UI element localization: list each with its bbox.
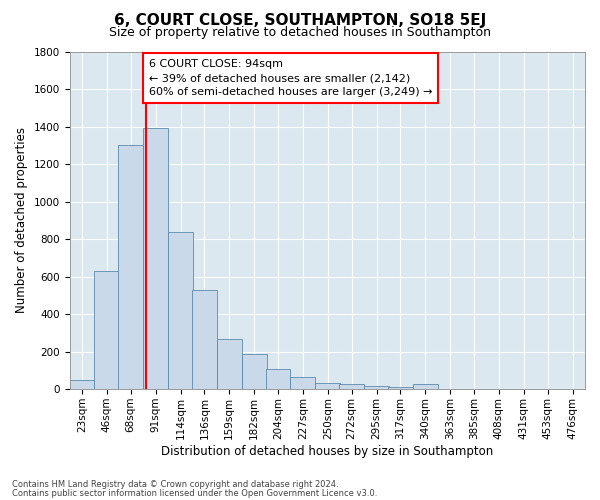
Text: Contains public sector information licensed under the Open Government Licence v3: Contains public sector information licen… — [12, 489, 377, 498]
Bar — [413, 384, 438, 389]
Bar — [364, 386, 389, 389]
Bar — [94, 271, 119, 389]
X-axis label: Distribution of detached houses by size in Southampton: Distribution of detached houses by size … — [161, 444, 493, 458]
Bar — [290, 377, 316, 389]
Bar — [192, 290, 217, 389]
Text: 6, COURT CLOSE, SOUTHAMPTON, SO18 5EJ: 6, COURT CLOSE, SOUTHAMPTON, SO18 5EJ — [114, 12, 486, 28]
Bar — [118, 146, 143, 389]
Bar — [388, 388, 413, 389]
Bar — [339, 384, 364, 389]
Text: Contains HM Land Registry data © Crown copyright and database right 2024.: Contains HM Land Registry data © Crown c… — [12, 480, 338, 489]
Bar — [143, 128, 168, 389]
Bar — [217, 338, 242, 389]
Bar — [70, 380, 94, 389]
Text: 6 COURT CLOSE: 94sqm
← 39% of detached houses are smaller (2,142)
60% of semi-de: 6 COURT CLOSE: 94sqm ← 39% of detached h… — [149, 59, 432, 97]
Y-axis label: Number of detached properties: Number of detached properties — [15, 128, 28, 314]
Text: Size of property relative to detached houses in Southampton: Size of property relative to detached ho… — [109, 26, 491, 39]
Bar — [242, 354, 266, 389]
Bar — [316, 382, 340, 389]
Bar — [168, 232, 193, 389]
Bar — [266, 370, 290, 389]
